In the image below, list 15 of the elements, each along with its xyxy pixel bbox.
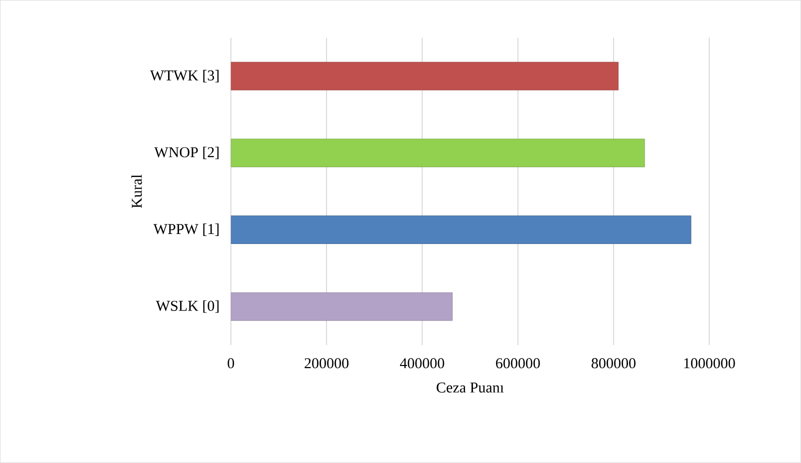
y-tick-label: WSLK [0] [156, 300, 219, 313]
x-tick-label: 0 [228, 358, 234, 368]
y-tick-label: WNOP [2] [154, 146, 219, 160]
y-tick-label: WTWK [3] [150, 70, 219, 82]
y-axis-title: Kural [131, 174, 142, 208]
x-tick-label: 1000000 [684, 358, 735, 368]
x-axis-title: Ceza Puanı [436, 382, 504, 393]
x-tick-label: 200000 [304, 358, 348, 368]
bar [230, 138, 645, 168]
bar [230, 62, 619, 90]
y-tick-label: WPPW [1] [153, 224, 219, 236]
x-tick-label: 600000 [496, 358, 540, 368]
bar [230, 292, 453, 321]
x-tick-label: 400000 [400, 358, 444, 368]
x-tick-label: 800000 [592, 358, 636, 368]
